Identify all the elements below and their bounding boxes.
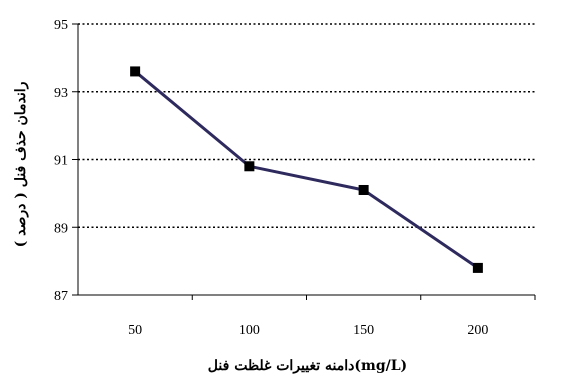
y-tick-label-93: 93 <box>54 86 68 101</box>
series-line <box>134 70 479 270</box>
y-tick-label-89: 89 <box>54 221 68 236</box>
data-point-150 <box>358 184 369 195</box>
y-tick-label-87: 87 <box>54 289 68 304</box>
x-tick-label-200: 200 <box>467 323 488 338</box>
x-tick-label-100: 100 <box>239 323 260 338</box>
y-tick-label-95: 95 <box>54 18 68 33</box>
data-point-50 <box>130 66 141 77</box>
y-tick-label-91: 91 <box>54 154 68 169</box>
series-group <box>130 66 483 273</box>
x-axis-title: دامنه تغییرات غلظت فنل(mg/L) <box>208 358 407 374</box>
y-tick-labels: 87 89 91 93 95 <box>54 18 78 304</box>
x-tick-label-50: 50 <box>128 323 142 338</box>
x-tick-labels: 50 100 150 200 <box>128 295 536 338</box>
x-tick-label-150: 150 <box>353 323 374 338</box>
gridlines <box>78 23 535 229</box>
data-point-200 <box>472 262 483 273</box>
data-point-100 <box>244 161 255 172</box>
y-axis-title: راندمان حذف فنل ( درصد ) <box>13 81 29 247</box>
